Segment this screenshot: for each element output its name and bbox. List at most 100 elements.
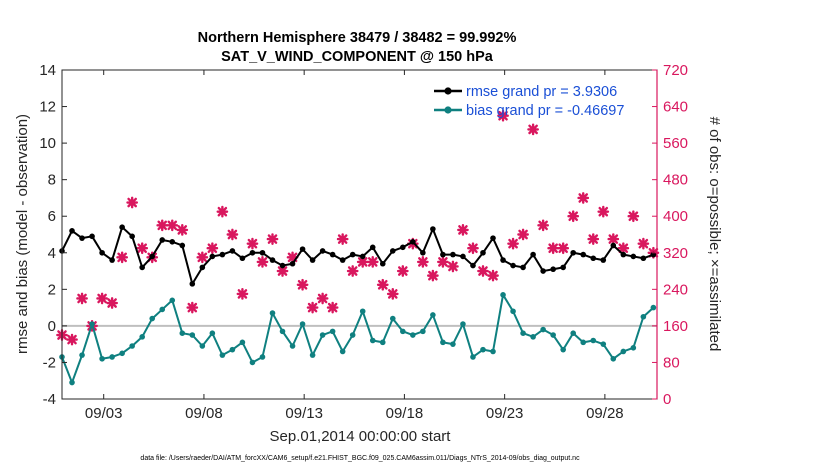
bias-point [159,306,166,313]
obs-marker [517,228,529,241]
obs-marker [96,292,108,305]
rmse-point [400,244,406,251]
bias-point [440,339,446,346]
right-y-tick-label: 400 [663,208,688,225]
bias-point [540,326,546,333]
bias-point [239,339,246,346]
rmse-point [359,253,366,260]
bias-series [59,292,657,386]
obs-marker [276,265,289,277]
bias-point [259,354,266,360]
rmse-point [480,249,486,256]
rmse-point [219,251,226,258]
bias-point [410,332,416,338]
obs-marker [326,301,339,314]
y-tick-label: 4 [48,245,56,262]
obs-marker [386,288,399,300]
bias-point [590,337,597,344]
rmse-point [169,239,176,245]
bias-point [179,330,186,337]
rmse-point [510,262,516,269]
rmse-point [209,253,216,260]
obs-marker [396,265,409,277]
bias-point [169,297,176,304]
obs-marker [567,210,580,223]
obs-marker [166,219,179,232]
obs-marker [497,109,509,122]
bias-point [369,337,376,344]
chart-subtitle: SAT_V_WIND_COMPONENT @ 150 hPa [221,49,494,65]
obs-marker [366,256,379,268]
right-y-tick-label: 240 [663,281,688,298]
obs-marker [346,265,359,277]
x-tick-label: 09/23 [486,405,524,422]
rmse-point [570,249,577,256]
rmse-point [89,233,95,240]
rmse-point [119,224,125,230]
rmse-point [69,228,75,234]
rmse-point [530,251,536,258]
rmse-point [149,253,156,260]
legend-bias-label: bias grand pr = -0.46697 [466,103,624,119]
bias-point [400,328,406,335]
y-tick-label: -4 [43,391,56,408]
rmse-point [389,248,396,254]
obs-marker [416,256,429,268]
bias-point [189,332,196,338]
legend: rmse grand pr = 3.9306 bias grand pr = -… [434,84,624,119]
bias-point [480,346,486,353]
plot-background [62,70,657,399]
bias-point [249,359,256,366]
obs-marker [266,233,279,245]
rmse-point [550,266,556,273]
rmse-point [239,255,246,262]
bias-point [580,339,587,346]
obs-marker [507,237,519,250]
legend-rmse-label: rmse grand pr = 3.9306 [466,84,617,100]
bias-point [510,308,516,315]
bias-point [309,352,316,358]
x-axis-label: Sep.01,2014 00:00:00 start [270,428,452,445]
rmse-point [590,255,597,262]
bias-point [109,354,115,360]
bias-point [229,346,236,353]
obs-marker [316,292,329,305]
bias-point [650,304,657,311]
rmse-point [610,242,617,249]
bias-point [640,313,647,320]
rmse-point [620,251,627,258]
obs-marker [477,265,489,277]
bias-point [550,332,556,338]
bias-point [79,352,85,358]
rmse-point [580,251,587,258]
bias-point [560,346,566,353]
bias-point [69,379,75,386]
rmse-point [109,257,115,263]
bias-point [149,315,156,322]
rmse-point [440,251,446,258]
legend-bias-marker [444,106,452,114]
bias-point [329,328,336,335]
rmse-point [249,249,256,256]
chart-title: Northern Hemisphere 38479 / 38482 = 99.9… [198,30,517,46]
obs-marker [216,205,229,218]
bias-point [119,350,125,357]
obs-marker [426,269,439,282]
obs-marker [376,278,389,291]
obs-marker [296,278,309,291]
obs-marker [336,233,349,245]
obs-marker [206,242,219,255]
rmse-point [600,257,607,263]
y-tick-label: -2 [43,354,56,371]
rmse-point [289,260,296,267]
rmse-point [299,246,306,252]
obs-marker [597,205,610,218]
bias-point [420,328,426,335]
bias-point [269,310,276,316]
bias-point [389,315,396,322]
right-y-tick-label: 640 [663,99,688,116]
bias-point [199,343,206,349]
obs-marker [577,192,590,204]
rmse-point [349,251,356,258]
